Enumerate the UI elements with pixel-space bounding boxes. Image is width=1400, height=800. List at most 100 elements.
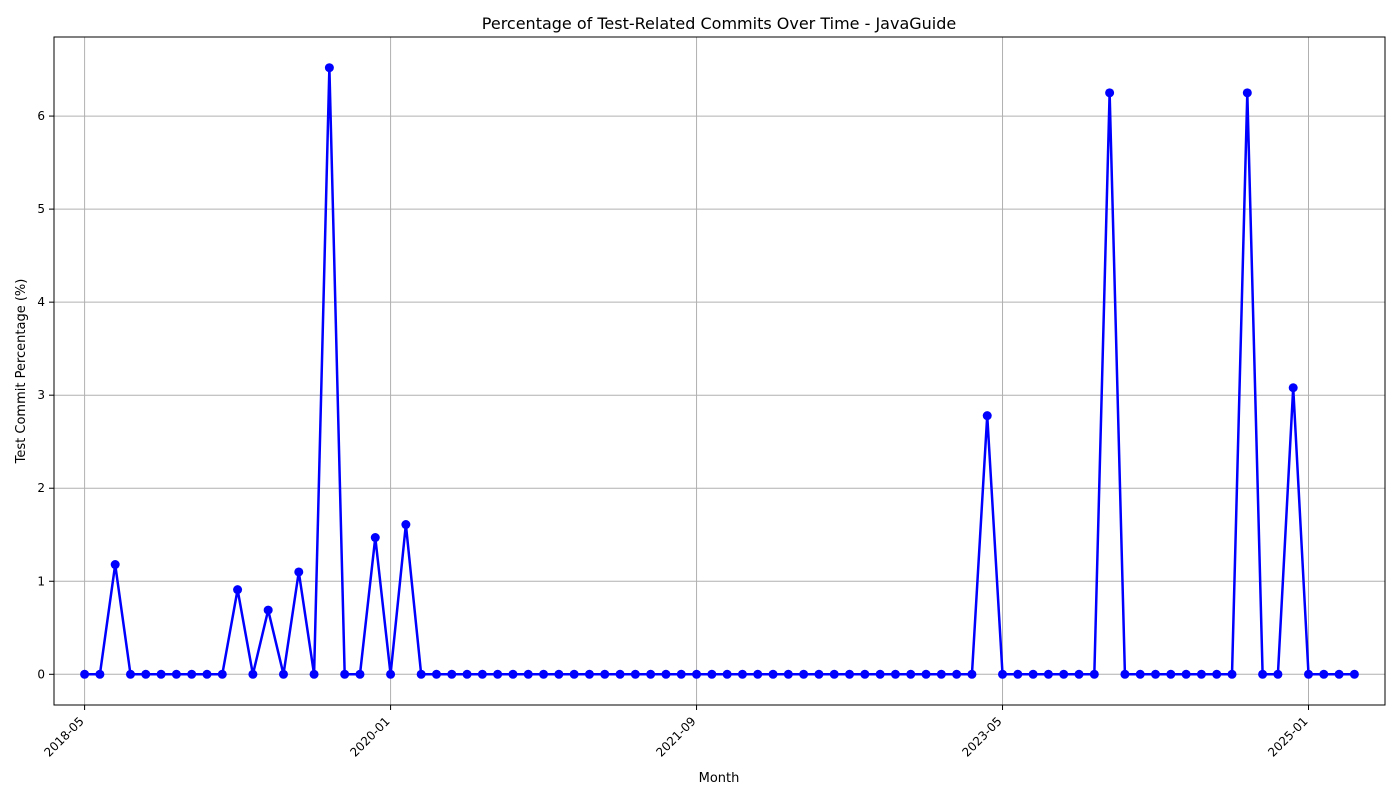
plot-frame [53,36,1386,706]
data-point [294,567,304,577]
data-point [615,669,625,679]
data-point [1304,669,1314,679]
data-point [692,669,702,679]
data-point [125,669,135,679]
data-point [1059,669,1069,679]
data-point [799,669,809,679]
data-point [1105,88,1115,98]
y-tick-label: 2 [37,481,45,495]
x-tick-label: 2025-01 [1265,714,1310,759]
data-point [1166,669,1176,679]
data-point [141,669,151,679]
data-point [1273,669,1283,679]
data-point [431,669,441,679]
data-point [753,669,763,679]
data-point [202,669,212,679]
data-point [707,669,717,679]
data-point [477,669,487,679]
data-point [875,669,885,679]
data-point [1043,669,1053,679]
x-axis-label: Month [699,771,740,786]
data-point [921,669,931,679]
data-point [584,669,594,679]
data-point [278,669,288,679]
data-point [370,533,380,543]
chart-title: Percentage of Test-Related Commits Over … [482,14,956,33]
x-tick-label: 2023-05 [959,714,1004,759]
x-axis: 2018-05 2020-01 2021-09 2023-05 2025-01 [41,705,1311,760]
data-point [1120,669,1130,679]
data-point [661,669,671,679]
data-point [1242,88,1252,98]
data-point [1319,669,1329,679]
data-point [1151,669,1161,679]
y-axis: 0 1 2 3 4 5 6 [37,109,54,681]
data-point [217,669,227,679]
data-point [860,669,870,679]
data-point [187,669,197,679]
data-point [1028,669,1038,679]
y-tick-label: 4 [37,295,45,309]
data-point [263,605,273,615]
data-point [95,669,105,679]
data-point [110,560,120,570]
data-point [906,669,916,679]
data-point [1349,669,1359,679]
data-point [80,669,90,679]
y-tick-label: 3 [37,388,45,402]
data-point [401,520,411,530]
data-point [416,669,426,679]
data-point [1258,669,1268,679]
data-point [233,585,243,595]
data-point [1135,669,1145,679]
y-tick-label: 5 [37,202,45,216]
data-point [523,669,533,679]
x-tick-label: 2021-09 [653,714,698,759]
data-point [998,669,1008,679]
data-point [569,669,579,679]
data-point [554,669,564,679]
data-point [845,669,855,679]
data-point [600,669,610,679]
data-point [768,669,778,679]
data-point [1288,383,1298,393]
data-point [156,669,166,679]
y-tick-label: 1 [37,574,45,588]
data-point [355,669,365,679]
data-point [737,669,747,679]
y-tick-label: 0 [37,667,45,681]
data-point [1074,669,1084,679]
data-point [1227,669,1237,679]
data-point [829,669,839,679]
data-point [1089,669,1099,679]
data-point [676,669,686,679]
data-point [1334,669,1344,679]
series-line [84,66,1355,676]
data-point [783,669,793,679]
data-point [248,669,258,679]
data-point [309,669,319,679]
data-point [814,669,824,679]
data-point [508,669,518,679]
data-point [386,669,396,679]
data-point [1013,669,1023,679]
data-point [1212,669,1222,679]
data-point [1196,669,1206,679]
data-point [447,669,457,679]
data-point [493,669,503,679]
x-tick-label: 2018-05 [41,714,86,759]
data-point [1181,669,1191,679]
data-point [171,669,181,679]
data-point [967,669,977,679]
data-point [340,669,350,679]
y-axis-label: Test Commit Percentage (%) [14,279,29,465]
grid [54,37,1385,705]
data-point [630,669,640,679]
y-tick-label: 6 [37,109,45,123]
data-point [539,669,549,679]
data-point [722,669,732,679]
x-tick-label: 2020-01 [347,714,392,759]
data-point [936,669,946,679]
data-point [982,411,992,421]
